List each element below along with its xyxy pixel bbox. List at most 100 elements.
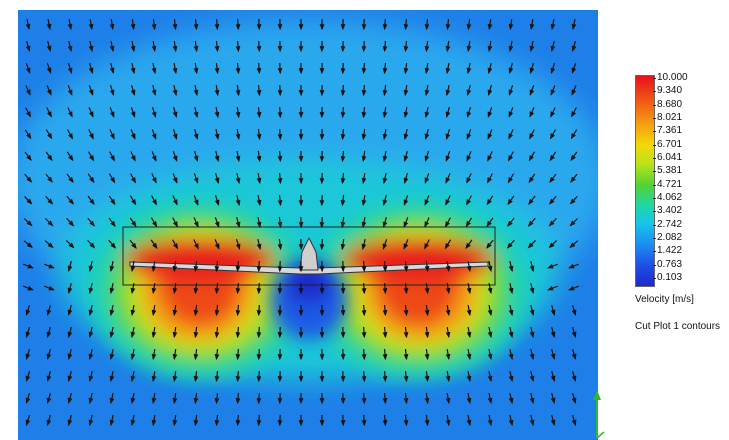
velocity-vector-arrow: [361, 40, 367, 53]
velocity-vector-arrow: [340, 239, 346, 251]
velocity-vector-arrow: [569, 195, 578, 205]
velocity-vector-arrow: [214, 18, 220, 31]
velocity-vector-arrow: [361, 84, 367, 97]
velocity-vector-arrow: [424, 392, 430, 405]
velocity-vector-arrow: [508, 304, 514, 317]
velocity-vector-arrow: [172, 261, 178, 273]
velocity-vector-arrow: [235, 392, 241, 405]
velocity-vector-arrow: [214, 282, 220, 295]
velocity-vector-arrow: [88, 129, 94, 140]
velocity-vector-arrow: [445, 195, 451, 206]
velocity-vector-arrow: [151, 195, 157, 206]
velocity-vector-arrow: [466, 370, 472, 383]
velocity-vector-arrow: [568, 263, 579, 269]
velocity-vector-arrow: [214, 62, 220, 75]
velocity-vector-arrow: [214, 150, 220, 163]
velocity-vector-arrow: [46, 371, 52, 382]
velocity-vector-arrow: [403, 40, 409, 53]
velocity-vector-arrow: [67, 129, 73, 140]
velocity-vector-arrow: [256, 326, 262, 339]
velocity-vector-arrow: [151, 85, 157, 96]
velocity-vector-arrow: [403, 414, 409, 427]
velocity-vector-arrow: [172, 129, 178, 140]
velocity-vector-arrow: [193, 326, 199, 339]
velocity-vector-arrow: [130, 18, 136, 31]
velocity-vector-arrow: [487, 260, 493, 273]
velocity-vector-arrow: [130, 107, 136, 118]
velocity-vector-arrow: [277, 128, 283, 141]
velocity-vector-arrow: [466, 304, 472, 317]
velocity-vector-arrow: [382, 217, 388, 228]
velocity-vector-arrow: [508, 85, 514, 96]
velocity-vector-arrow: [214, 392, 220, 405]
velocity-vector-arrow: [129, 195, 137, 206]
velocity-vector-arrow: [193, 195, 199, 206]
velocity-vector-arrow: [340, 194, 346, 207]
velocity-vector-arrow: [46, 393, 52, 404]
velocity-vector-arrow: [506, 239, 515, 249]
legend-tick-mark: [653, 264, 656, 266]
legend-tick-mark: [653, 198, 656, 199]
velocity-vector-arrow: [529, 129, 535, 140]
velocity-vector-arrow: [340, 84, 346, 97]
velocity-vector-arrow: [256, 173, 262, 185]
velocity-vector-arrow: [569, 240, 579, 249]
velocity-vector-arrow: [403, 173, 409, 184]
velocity-vector-arrow: [256, 40, 262, 53]
velocity-vector-arrow: [550, 371, 556, 382]
velocity-vector-arrow: [424, 151, 430, 162]
velocity-vector-arrow: [424, 40, 430, 53]
velocity-vector-arrow: [403, 260, 409, 273]
velocity-vector-arrow: [528, 173, 536, 184]
velocity-vector-arrow: [487, 151, 493, 162]
velocity-vector-arrow: [87, 239, 96, 249]
velocity-vector-arrow: [570, 151, 578, 162]
velocity-vector-arrow: [403, 18, 409, 31]
velocity-vector-arrow: [46, 349, 52, 360]
velocity-vector-arrow: [235, 172, 241, 185]
velocity-vector-arrow: [109, 19, 115, 31]
velocity-vector-arrow: [193, 282, 199, 295]
velocity-vector-arrow: [88, 40, 94, 53]
velocity-vector-arrow: [487, 107, 493, 118]
velocity-vector-arrow: [424, 348, 430, 361]
velocity-vector-arrow: [109, 392, 115, 405]
velocity-vector-arrow: [172, 62, 178, 75]
velocity-vector-arrow: [361, 128, 367, 141]
velocity-vector-arrow: [151, 371, 157, 383]
velocity-vector-arrow: [151, 41, 157, 53]
velocity-vector-arrow: [340, 172, 346, 185]
velocity-vector-arrow: [424, 217, 430, 228]
velocity-vector-arrow: [87, 151, 95, 162]
velocity-vector-arrow: [361, 216, 367, 229]
velocity-vector-arrow: [235, 326, 241, 339]
velocity-vector-arrow: [571, 349, 577, 360]
velocity-vector-arrow: [193, 370, 199, 383]
velocity-vector-arrow: [256, 106, 262, 119]
velocity-vector-arrow: [235, 62, 241, 75]
velocity-vector-arrow: [361, 194, 367, 207]
velocity-vector-arrow: [67, 18, 73, 31]
velocity-vector-arrow: [193, 129, 199, 140]
velocity-vector-arrow: [88, 414, 94, 427]
velocity-vector-arrow: [214, 239, 220, 250]
velocity-vector-arrow: [382, 326, 388, 339]
velocity-vector-arrow: [571, 63, 577, 74]
velocity-vector-arrow: [88, 370, 94, 383]
velocity-vector-arrow: [445, 415, 451, 427]
velocity-vector-arrow: [193, 348, 199, 361]
velocity-vector-arrow: [109, 260, 115, 273]
velocity-vector-arrow: [340, 150, 346, 163]
velocity-vector-arrow: [151, 305, 157, 317]
velocity-vector-arrow: [528, 151, 536, 162]
velocity-vector-arrow: [528, 195, 536, 205]
velocity-vector-arrow: [277, 238, 283, 251]
legend-tick-label: 6.701: [657, 138, 683, 150]
velocity-vector-arrow: [361, 106, 367, 119]
velocity-vector-arrow: [214, 370, 220, 383]
velocity-vector-arrow: [44, 263, 55, 269]
velocity-vector-arrow: [466, 260, 472, 273]
velocity-vector-arrow: [466, 195, 472, 206]
